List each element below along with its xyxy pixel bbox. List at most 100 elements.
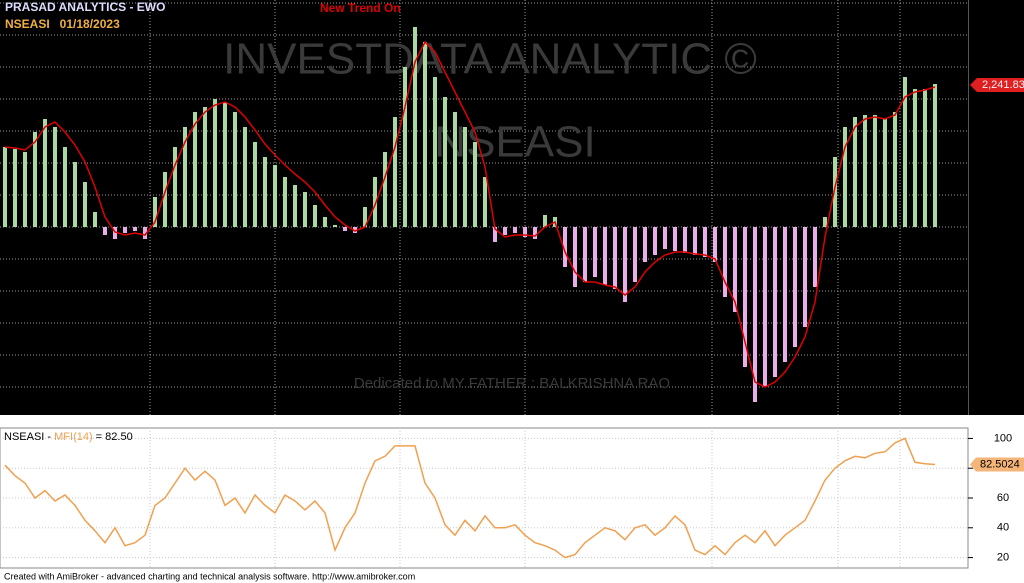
y-tick-label: 60 [997,492,1009,504]
bar [233,112,237,227]
bar [273,165,277,227]
price-label: 2,241.83 [982,79,1024,91]
bar [333,225,337,227]
bar [173,147,177,227]
bar [403,67,407,227]
chart-subtitle: NSEASI 01/18/2023 [5,17,120,31]
bar [453,112,457,227]
bar [13,149,17,227]
bar [743,227,747,367]
bar [93,212,97,227]
bar [73,162,77,227]
bar [103,227,107,235]
bar [643,227,647,262]
bar [213,99,217,227]
bar [523,227,527,237]
bar [733,227,737,312]
bar [423,42,427,227]
bar [193,112,197,227]
bar [723,227,727,297]
bar [513,227,517,233]
bar [393,117,397,227]
bar [223,102,227,227]
bar [43,119,47,227]
bar [163,172,167,227]
bar [253,142,257,227]
bar [353,227,357,233]
bar [63,147,67,227]
bar [763,227,767,387]
upper-marks [3,27,937,402]
bar [933,84,937,227]
bar [243,127,247,227]
bar [583,227,587,282]
bar [773,227,777,377]
bar [3,147,7,227]
watermark: INVESTDATA ANALYTIC © [223,35,757,84]
bar [23,152,27,227]
bar [473,142,477,227]
bar [823,217,827,227]
bar [683,227,687,253]
bar [433,77,437,227]
bar [843,127,847,227]
bar [283,177,287,227]
bar [133,227,137,231]
bar [383,152,387,227]
lower-panel-bg [0,427,969,569]
legend-ticker: NSEASI - [4,431,54,443]
bar [83,182,87,227]
axis-separator [968,0,969,415]
bar [903,77,907,227]
bar [53,127,57,227]
bar [323,217,327,227]
bar [493,227,497,242]
bar [793,227,797,347]
bar [373,177,377,227]
bar [663,227,667,249]
bar [573,227,577,287]
bar [873,115,877,227]
bar [893,112,897,227]
footer: Created with AmiBroker - advanced charti… [4,571,415,581]
bar [623,227,627,302]
legend-indicator: MFI(14) [54,431,93,443]
bar [263,157,267,227]
bar [313,205,317,227]
bar [33,132,37,227]
bar [883,119,887,227]
legend-value: = 82.50 [93,431,133,443]
watermark: NSEASI [434,118,595,167]
bar [463,127,467,227]
y-tick-label: 100 [994,432,1012,444]
bar [693,227,697,255]
annotation: New Trend On [320,1,401,15]
bar [293,185,297,227]
bar [603,227,607,285]
bar [443,97,447,227]
signal-line [4,40,936,388]
bar [123,227,127,233]
bar [653,227,657,255]
bar [503,227,507,235]
bar [833,157,837,227]
value-label: 82.5024 [980,458,1020,470]
bar [613,227,617,289]
watermark: Dedicated to MY FATHER : BALKRISHNA RAO [354,375,670,392]
bar [143,227,147,239]
bar [593,227,597,277]
bar [633,227,637,282]
bar [803,227,807,327]
bar [673,227,677,251]
price-tag [970,78,1024,92]
bar [753,227,757,402]
bar [343,227,347,231]
bar [203,107,207,227]
bar [913,89,917,227]
lower-marks: 82.5024 [4,437,1024,559]
bar [923,89,927,227]
bar [863,115,867,227]
mfi-line [4,437,936,559]
